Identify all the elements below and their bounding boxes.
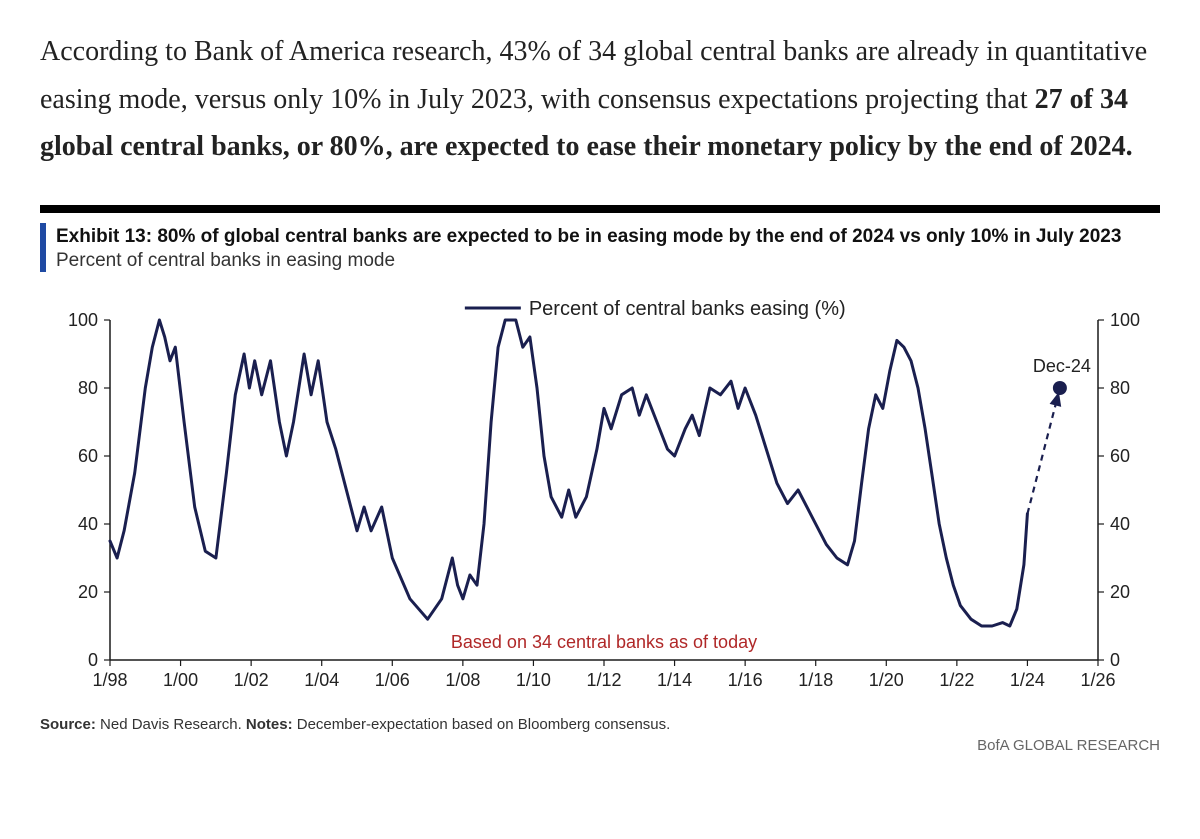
svg-text:1/02: 1/02	[234, 670, 269, 690]
svg-text:1/18: 1/18	[798, 670, 833, 690]
svg-text:1/08: 1/08	[445, 670, 480, 690]
exhibit-subtitle: Percent of central banks in easing mode	[56, 249, 1121, 273]
svg-text:Dec-24: Dec-24	[1033, 356, 1091, 376]
intro-paragraph: According to Bank of America research, 4…	[40, 28, 1160, 171]
svg-text:0: 0	[88, 650, 98, 670]
svg-text:1/14: 1/14	[657, 670, 692, 690]
svg-text:0: 0	[1110, 650, 1120, 670]
svg-text:40: 40	[78, 514, 98, 534]
top-rule	[40, 205, 1160, 213]
svg-text:1/06: 1/06	[375, 670, 410, 690]
svg-text:1/98: 1/98	[92, 670, 127, 690]
svg-text:Percent of central banks easin: Percent of central banks easing (%)	[529, 298, 846, 320]
svg-text:60: 60	[78, 446, 98, 466]
source-text: Ned Davis Research.	[96, 716, 246, 733]
svg-text:1/00: 1/00	[163, 670, 198, 690]
exhibit-title: Exhibit 13: 80% of global central banks …	[56, 225, 1121, 249]
svg-text:1/26: 1/26	[1080, 670, 1115, 690]
svg-text:Based on 34 central banks as o: Based on 34 central banks as of today	[451, 632, 757, 652]
svg-text:100: 100	[1110, 310, 1140, 330]
svg-text:100: 100	[68, 310, 98, 330]
intro-text: According to Bank of America research, 4…	[40, 36, 1147, 115]
source-line: Source: Ned Davis Research. Notes: Decem…	[40, 716, 1160, 733]
svg-text:20: 20	[78, 582, 98, 602]
svg-text:1/24: 1/24	[1010, 670, 1045, 690]
svg-text:60: 60	[1110, 446, 1130, 466]
svg-text:1/20: 1/20	[869, 670, 904, 690]
accent-bar	[40, 223, 46, 273]
notes-text: December-expectation based on Bloomberg …	[293, 716, 671, 733]
svg-text:1/04: 1/04	[304, 670, 339, 690]
chart: 0 0 20 20 40 40 60 60 80 80 100 100 1/98 1/00 1/02 1/04…	[40, 280, 1158, 710]
svg-text:20: 20	[1110, 582, 1130, 602]
notes-label: Notes:	[246, 716, 293, 733]
svg-text:1/12: 1/12	[586, 670, 621, 690]
svg-text:80: 80	[78, 378, 98, 398]
exhibit-text: Exhibit 13: 80% of global central banks …	[56, 223, 1121, 273]
attribution: BofA GLOBAL RESEARCH	[40, 737, 1160, 754]
svg-text:1/22: 1/22	[939, 670, 974, 690]
chart-svg: 0 0 20 20 40 40 60 60 80 80 100 100 1/98 1/00 1/02 1/04…	[40, 280, 1158, 710]
svg-text:1/16: 1/16	[728, 670, 763, 690]
svg-text:80: 80	[1110, 378, 1130, 398]
svg-text:1/10: 1/10	[516, 670, 551, 690]
source-label: Source:	[40, 716, 96, 733]
page: According to Bank of America research, 4…	[0, 0, 1200, 839]
exhibit-header: Exhibit 13: 80% of global central banks …	[40, 223, 1160, 273]
svg-text:40: 40	[1110, 514, 1130, 534]
